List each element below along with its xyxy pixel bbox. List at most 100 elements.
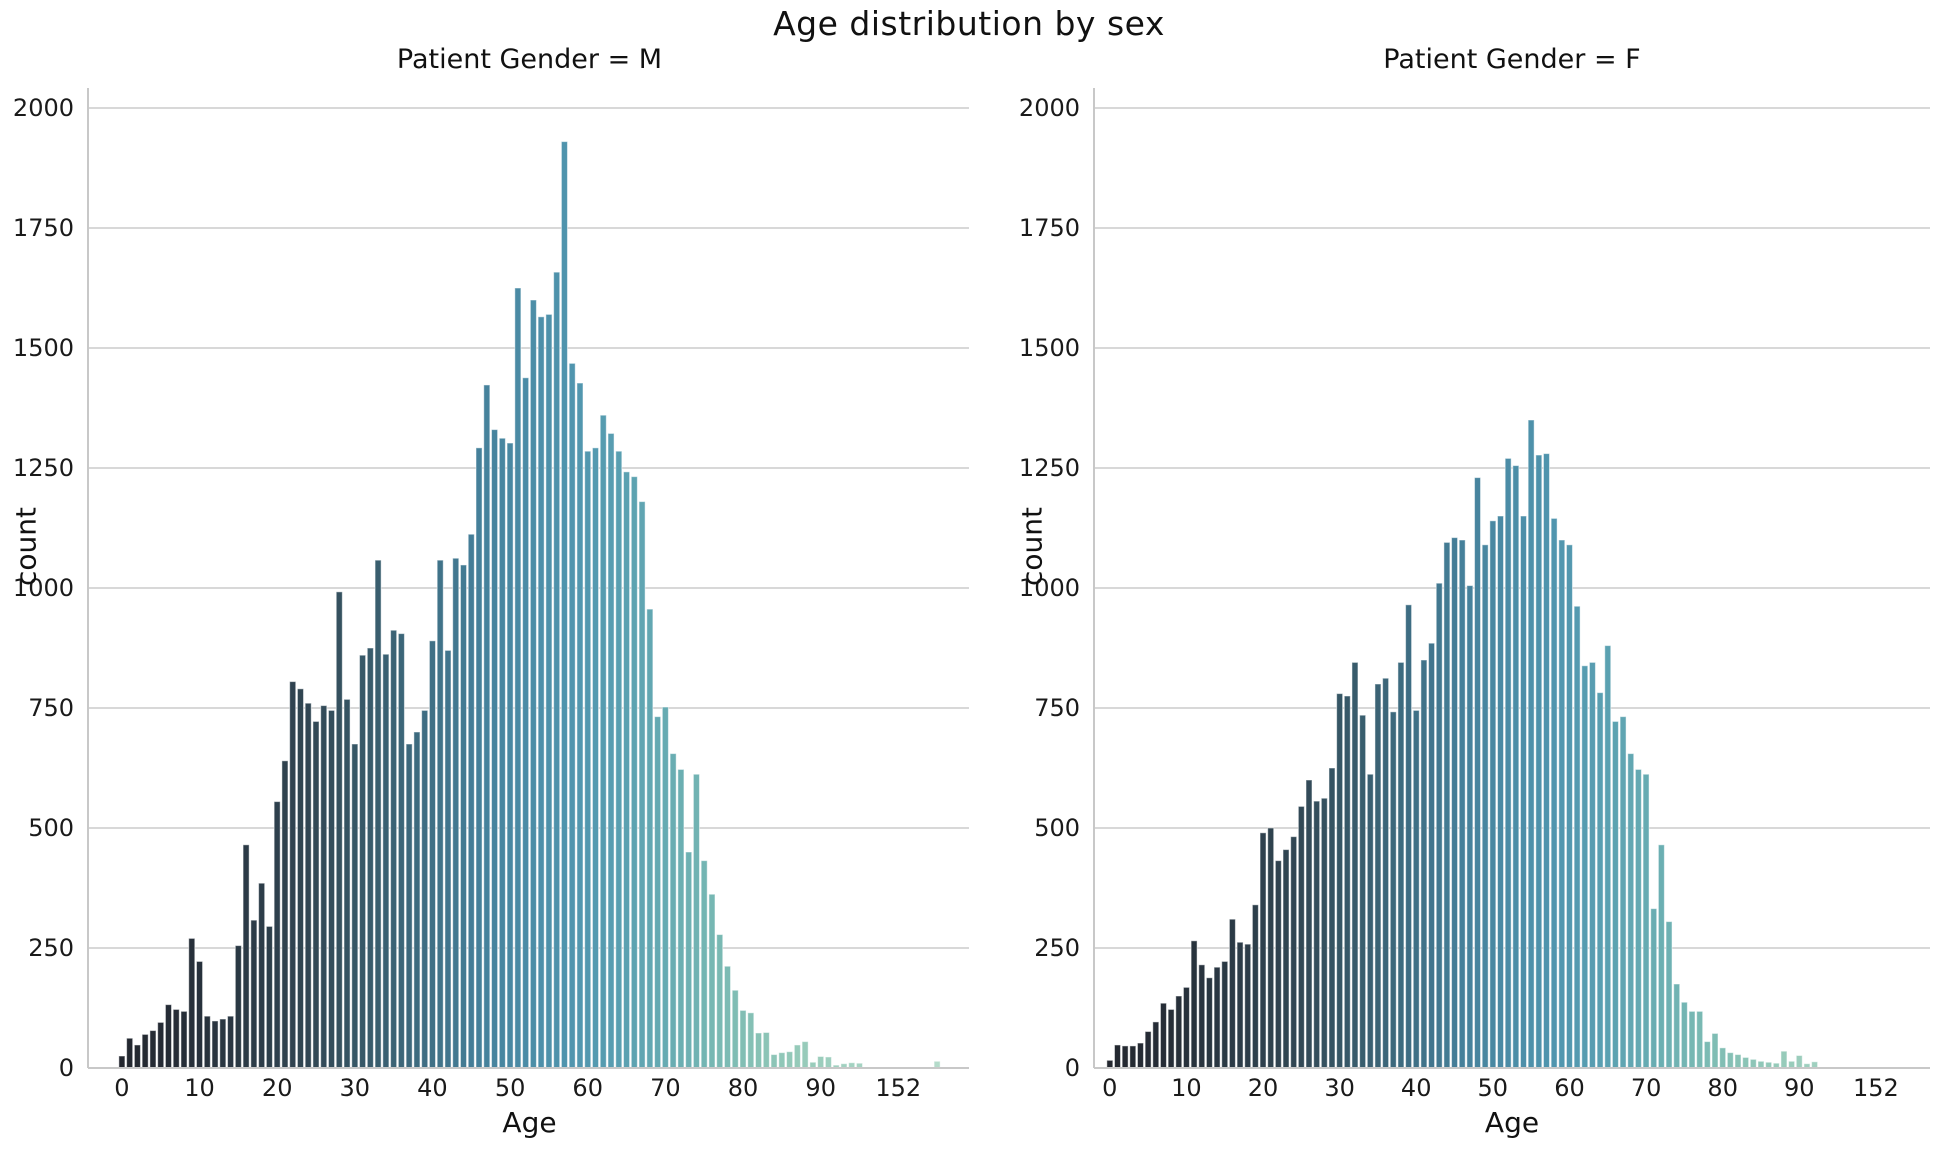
bar xyxy=(568,362,576,1069)
bar xyxy=(296,688,304,1069)
bar xyxy=(1474,477,1482,1069)
bar xyxy=(778,1052,786,1069)
x-tick-label: 50 xyxy=(495,1074,526,1102)
bar xyxy=(1795,1055,1803,1069)
bar xyxy=(203,1015,211,1069)
x-tick-label: 40 xyxy=(1401,1074,1432,1102)
x-tick-label: 30 xyxy=(340,1074,371,1102)
bar xyxy=(428,640,436,1069)
bar xyxy=(1573,605,1581,1069)
bar xyxy=(607,432,615,1069)
bar xyxy=(1703,1041,1711,1069)
bar xyxy=(452,557,460,1069)
bar xyxy=(211,1020,219,1069)
bar xyxy=(599,414,607,1069)
bar xyxy=(1489,520,1497,1069)
bar xyxy=(1205,977,1213,1069)
bar xyxy=(1136,1042,1144,1069)
x-tick-label: 152 xyxy=(1853,1074,1899,1102)
bar xyxy=(1665,921,1673,1069)
bar xyxy=(677,768,685,1069)
bar xyxy=(1535,454,1543,1069)
bar xyxy=(1542,453,1550,1069)
figure-title: Age distribution by sex xyxy=(773,4,1165,43)
bar xyxy=(1673,983,1681,1069)
y-tick-label: 750 xyxy=(28,694,74,722)
x-axis-label-male: Age xyxy=(502,1106,557,1139)
bar xyxy=(157,1021,165,1069)
bar xyxy=(1198,964,1206,1069)
bar xyxy=(1190,940,1198,1069)
bar xyxy=(1336,693,1344,1069)
bar xyxy=(459,564,468,1069)
bar xyxy=(188,937,196,1069)
bar xyxy=(1236,941,1244,1069)
bar xyxy=(1619,716,1627,1069)
bar xyxy=(180,1010,188,1069)
bar xyxy=(1435,582,1443,1069)
x-tick-label: 30 xyxy=(1324,1074,1355,1102)
bar xyxy=(1274,860,1282,1069)
bar xyxy=(289,681,297,1069)
bar xyxy=(374,559,382,1069)
bar xyxy=(817,1055,825,1069)
bar xyxy=(1412,709,1420,1069)
bar xyxy=(1780,1050,1788,1069)
bar xyxy=(234,945,242,1069)
bar xyxy=(1588,661,1596,1069)
bar xyxy=(1428,642,1436,1069)
bar xyxy=(242,844,250,1069)
bar xyxy=(824,1056,832,1069)
bar xyxy=(1734,1054,1742,1069)
x-tick-label: 70 xyxy=(1631,1074,1662,1102)
bar xyxy=(133,1044,141,1069)
bar xyxy=(1267,827,1275,1069)
y-tick-label: 500 xyxy=(1034,814,1080,842)
bar xyxy=(1389,711,1397,1069)
bar xyxy=(164,1004,173,1069)
bar xyxy=(1749,1058,1757,1069)
bar xyxy=(250,919,258,1069)
bar xyxy=(1343,695,1351,1069)
x-tick-label: 10 xyxy=(1171,1074,1202,1102)
bar xyxy=(390,629,398,1069)
bar xyxy=(545,313,553,1069)
bar xyxy=(327,709,336,1069)
bar xyxy=(1420,659,1428,1069)
y-tick-label: 500 xyxy=(28,814,74,842)
histogram-plot-male: 0 250 500 750 1000 1250 1500 1750 2000 0 10 20 30 40 5… xyxy=(13,88,969,1102)
bar xyxy=(1175,995,1183,1069)
bar xyxy=(560,141,568,1069)
bar xyxy=(661,706,669,1069)
x-tick-label: 90 xyxy=(1784,1074,1815,1102)
bar xyxy=(529,299,537,1069)
x-tick-label: 60 xyxy=(1554,1074,1585,1102)
bar xyxy=(723,965,732,1069)
bar xyxy=(514,287,522,1069)
bar xyxy=(708,893,716,1069)
bar xyxy=(1213,966,1221,1069)
bar xyxy=(1114,1044,1121,1069)
y-tick-label: 2000 xyxy=(1019,94,1080,122)
bar xyxy=(1581,665,1589,1069)
bar xyxy=(1152,1021,1160,1069)
bar xyxy=(933,1060,941,1069)
bar xyxy=(366,647,374,1069)
bar xyxy=(149,1030,157,1069)
histogram-plot-female: 0 250 500 750 1000 1250 1500 1750 2000 0 10 20 30 40 5… xyxy=(1019,88,1930,1102)
x-tick-label: 20 xyxy=(262,1074,293,1102)
y-axis-label-male: count xyxy=(9,507,43,586)
bar xyxy=(770,1054,778,1069)
bar xyxy=(1604,645,1612,1069)
bar xyxy=(1297,805,1305,1069)
x-tick-label: 40 xyxy=(417,1074,448,1102)
bar xyxy=(716,934,724,1069)
bar xyxy=(506,442,514,1069)
bar xyxy=(475,447,483,1069)
bar xyxy=(1290,836,1298,1069)
bar xyxy=(141,1033,149,1069)
y-tick-label: 250 xyxy=(28,934,74,962)
bar xyxy=(1305,779,1313,1069)
facet-title-male: Patient Gender = M xyxy=(396,44,663,75)
bar xyxy=(498,437,506,1069)
